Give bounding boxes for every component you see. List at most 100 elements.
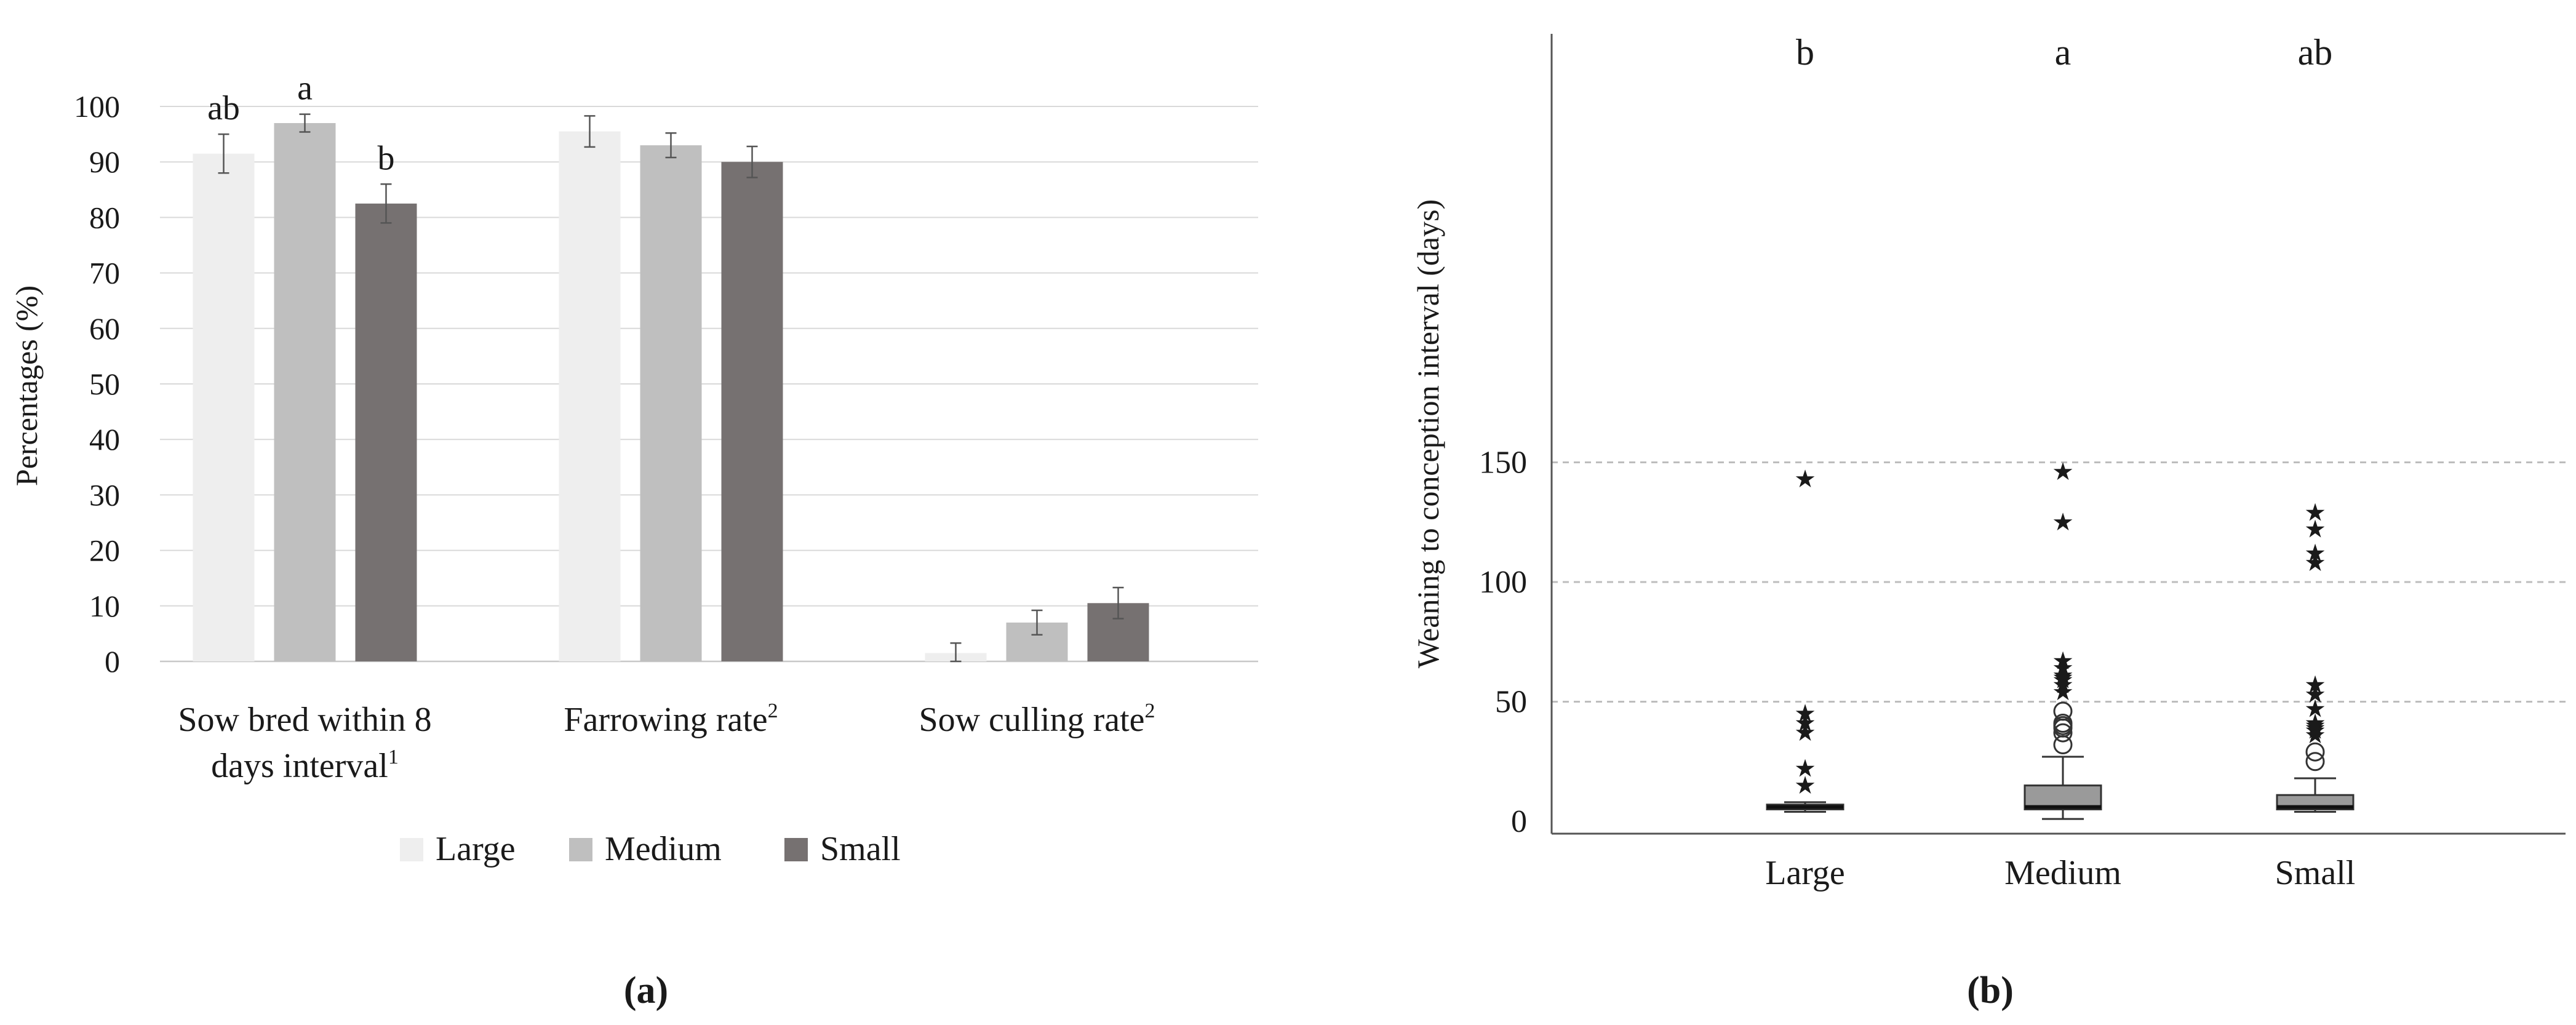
y-tick-label: 70 [89, 256, 120, 290]
error-bar [746, 145, 758, 178]
y-tick-labels: 0 50 100 150 [1479, 445, 1527, 840]
bar-medium-0 [274, 123, 336, 661]
y-tick-label: 80 [89, 200, 120, 234]
y-tick-label: 100 [74, 89, 120, 124]
y-axis-label: Weaning to conception interval (days) [1411, 199, 1445, 668]
outlier-circle [2053, 718, 2073, 738]
bar-small-0 [355, 203, 417, 662]
outlier-star: ★ [2304, 721, 2326, 749]
outlier-circle [2053, 735, 2073, 755]
outlier-star: ★ [2304, 714, 2326, 741]
significance-letters: b a ab [1796, 32, 2332, 73]
category-label: Small [2275, 854, 2356, 892]
axes [1550, 34, 2566, 835]
iqr-box [2276, 794, 2355, 811]
iqr-box [1766, 804, 1844, 811]
y-tick-labels: 0 10 20 30 40 50 60 70 80 90 100 [74, 89, 120, 679]
error-bar [950, 642, 962, 663]
outlier-star: ★ [1794, 709, 1816, 737]
error-bar [380, 183, 392, 224]
category-label: Sow bred within 8 [178, 701, 431, 739]
outlier-star: ★ [2304, 680, 2326, 708]
legend-label: Small [820, 830, 901, 868]
legend-swatch [569, 838, 592, 861]
category-labels: Sow bred within 8 days interval1 Farrowing… [178, 700, 1155, 785]
significance-letter: a [2055, 32, 2072, 73]
outlier-star: ★ [2304, 709, 2326, 737]
legend-item-large: Large [400, 830, 516, 868]
legend-label: Medium [605, 830, 722, 868]
error-bars [218, 113, 1124, 663]
outlier-star: ★ [1794, 719, 1816, 746]
outlier-circle [2053, 701, 2073, 721]
box-large: ★★★★★★ [1766, 465, 1844, 813]
superscript: 2 [1145, 700, 1155, 722]
bar-medium-1 [640, 145, 702, 661]
panel-label-a: (a) [624, 970, 668, 1011]
y-tick-label: 90 [89, 145, 120, 179]
outlier-star: ★ [2304, 539, 2326, 567]
y-tick-label: 0 [105, 644, 120, 679]
legend-swatch [784, 838, 808, 861]
category-label: days interval1 [211, 746, 399, 785]
iqr-box [2024, 784, 2102, 811]
error-bar [218, 133, 229, 174]
y-gridlines [160, 106, 1258, 663]
outlier-star: ★ [2304, 549, 2326, 576]
outlier-star: ★ [2052, 664, 2074, 692]
category-label: Farrowing rate2 [564, 700, 778, 739]
legend-label: Large [436, 830, 516, 868]
legend: Large Medium Small [400, 830, 901, 868]
outlier-circle [2053, 716, 2073, 735]
chart-a: 0 10 20 30 40 50 60 70 80 90 100 Percentages (%) a… [9, 70, 1258, 1011]
category-label: Large [1765, 854, 1845, 892]
outlier-circle [2305, 742, 2325, 762]
bar-small-1 [721, 162, 783, 661]
significance-letter: b [1796, 32, 1814, 73]
outlier-star: ★ [2052, 647, 2074, 674]
y-tick-label: 60 [89, 311, 120, 346]
y-tick-label: 30 [89, 477, 120, 512]
outlier-star: ★ [2304, 516, 2326, 543]
error-bar [584, 115, 596, 148]
error-bar [1031, 609, 1043, 636]
category-label: Medium [2004, 854, 2121, 892]
legend-item-medium: Medium [569, 830, 722, 868]
outlier-star: ★ [1794, 772, 1816, 799]
legend-item-small: Small [784, 830, 901, 868]
y-tick-label: 150 [1479, 445, 1527, 481]
error-bar [1112, 586, 1124, 620]
y-tick-label: 40 [89, 422, 120, 457]
significance-letter: ab [2298, 32, 2333, 73]
y-tick-label: 0 [1511, 804, 1527, 839]
error-bar [299, 113, 311, 133]
bar-large-1 [559, 131, 621, 662]
y-tick-label: 20 [89, 533, 120, 568]
outlier-star: ★ [2304, 716, 2326, 744]
category-label: Sow culling rate2 [919, 700, 1155, 739]
box-small: ★★★★★★★★★★★★ [2276, 498, 2355, 813]
box-marks: ★★★★★★★★★★★★★★★★★★★★★★★★★★★ [1766, 458, 2355, 820]
outlier-star: ★ [2052, 666, 2074, 694]
outlier-star: ★ [1794, 755, 1816, 783]
outlier-star: ★ [2052, 654, 2074, 682]
significance-letter: a [297, 70, 313, 108]
reference-lines [1552, 461, 2566, 703]
outlier-star: ★ [2304, 712, 2326, 740]
outlier-star: ★ [2052, 678, 2074, 706]
legend-swatch [400, 838, 423, 861]
outlier-star: ★ [2304, 695, 2326, 722]
y-tick-label: 50 [89, 367, 120, 401]
bar-marks [193, 123, 1149, 662]
outlier-star: ★ [2052, 508, 2074, 536]
panel-label-b: (b) [1967, 970, 2014, 1011]
y-tick-label: 50 [1495, 685, 1527, 720]
superscript: 1 [388, 746, 399, 768]
outlier-circle [2053, 714, 2073, 733]
category-labels: Large Medium Small [1765, 854, 2355, 892]
outlier-star: ★ [2052, 661, 2074, 689]
superscript: 2 [768, 700, 778, 722]
error-bar [665, 132, 677, 159]
y-tick-label: 100 [1479, 565, 1527, 600]
